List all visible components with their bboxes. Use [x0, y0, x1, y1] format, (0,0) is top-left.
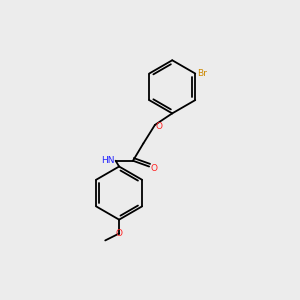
Text: O: O — [116, 229, 123, 238]
Text: O: O — [150, 164, 157, 173]
Text: Br: Br — [197, 69, 207, 78]
Text: O: O — [156, 122, 163, 130]
Text: HN: HN — [101, 156, 115, 165]
